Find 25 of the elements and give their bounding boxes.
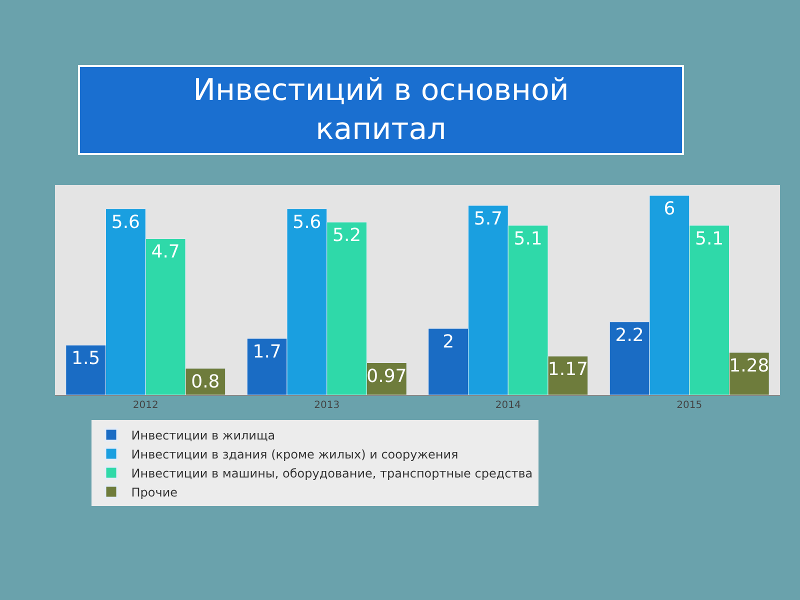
legend-label: Инвестиции в здания (кроме жилых) и сооружения xyxy=(131,447,458,462)
data-label: 5.2 xyxy=(332,225,362,246)
x-tick-label: 2012 xyxy=(132,400,158,411)
legend-label: Инвестиции в жилища xyxy=(131,428,276,442)
data-label: 2.2 xyxy=(615,324,644,346)
data-label: 2 xyxy=(442,332,454,352)
data-label: 1.17 xyxy=(548,359,588,380)
data-label: 5.7 xyxy=(474,208,503,230)
data-label: 5.1 xyxy=(514,228,542,250)
legend-label: Прочие xyxy=(131,485,178,500)
data-label: 5.6 xyxy=(111,212,140,233)
data-label: 4.7 xyxy=(151,242,180,263)
data-label: 0.8 xyxy=(191,371,220,392)
x-tick-label: 2015 xyxy=(676,400,702,411)
data-label: 1.5 xyxy=(71,348,100,370)
data-label: 6 xyxy=(664,198,676,220)
x-tick-label: 2013 xyxy=(314,400,340,411)
data-label: 1.28 xyxy=(729,355,770,376)
data-label: 5.6 xyxy=(292,212,322,233)
data-label: 0.97 xyxy=(366,366,407,387)
chart-title: Инвестиций в основной капитал xyxy=(193,73,569,147)
data-label: 1.7 xyxy=(252,341,282,362)
data-label: 5.1 xyxy=(694,228,724,250)
legend-label: Инвестиции в машины, оборудование, транспортные средства xyxy=(131,466,533,480)
x-tick-label: 2014 xyxy=(495,400,521,411)
